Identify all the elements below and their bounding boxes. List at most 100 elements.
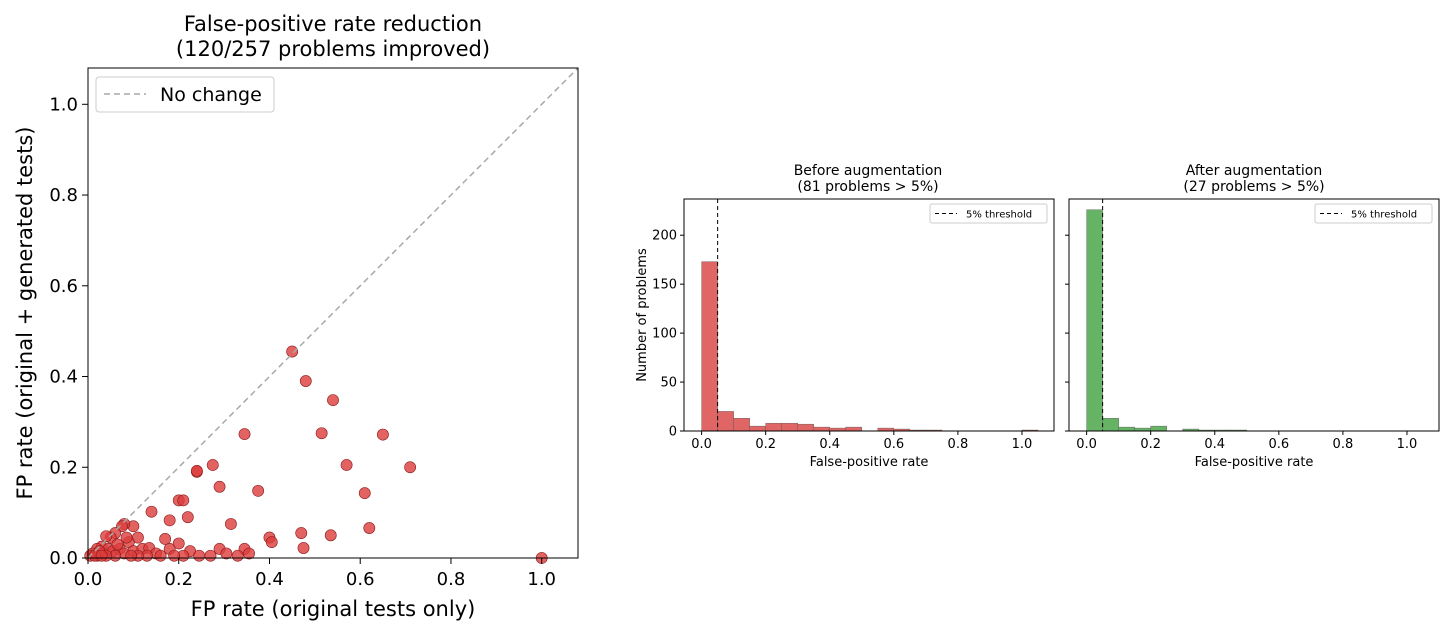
x-tick-label: 0.8	[948, 437, 969, 452]
after-subtitle: (27 problems > 5%)	[1183, 179, 1324, 195]
scatter-x-label: FP rate (original tests only)	[191, 597, 476, 621]
y-tick-label: 0.4	[49, 367, 78, 388]
legend-label-threshold: 5% threshold	[966, 210, 1032, 221]
histogram-bar	[701, 261, 718, 432]
x-tick-label: 0.6	[1268, 437, 1289, 452]
x-tick-label: 1.0	[1012, 437, 1033, 452]
x-tick-label: 0.4	[819, 437, 840, 452]
scatter-point	[177, 494, 190, 507]
scatter-point	[225, 518, 237, 530]
scatter-point	[299, 375, 312, 387]
after-title: After augmentation	[1186, 163, 1322, 179]
x-tick-label: 0.0	[1076, 437, 1097, 452]
scatter-point	[327, 394, 339, 407]
scatter-point	[168, 549, 181, 562]
y-tick-label: 200	[652, 229, 677, 244]
scatter-y-axis: 0.0 0.2 0.4 0.6 0.8 1.0	[49, 94, 88, 569]
y-tick-label: 100	[652, 327, 677, 342]
before-legend: 5% threshold	[929, 203, 1048, 224]
histogram-bar	[717, 411, 734, 432]
scatter-point	[324, 529, 337, 542]
scatter-point	[243, 547, 255, 560]
x-tick-label: 1.0	[1397, 437, 1418, 452]
after-x-label: False-positive rate	[1195, 455, 1314, 470]
scatter-point	[295, 527, 308, 539]
x-tick-label: 0.6	[883, 437, 904, 452]
before-y-axis: 0 50 100 150 200	[652, 229, 684, 440]
y-tick-label: 1.0	[49, 94, 78, 115]
histogram-before: Before augmentation (81 problems > 5%) 0…	[635, 163, 1055, 470]
scatter-plot-frame	[87, 67, 579, 559]
x-tick-label: 1.0	[527, 569, 556, 590]
scatter-point	[238, 428, 251, 441]
x-tick-label: 0.8	[437, 569, 466, 590]
histogram-bar	[797, 423, 814, 432]
scatter-point	[315, 427, 328, 440]
y-tick-label: 0.8	[49, 185, 78, 206]
after-plot-frame	[1068, 198, 1440, 432]
scatter-point	[145, 505, 158, 518]
scatter-point	[213, 480, 226, 493]
y-tick-label: 0.2	[49, 457, 78, 478]
scatter-point	[120, 531, 133, 544]
legend-box	[929, 203, 1048, 224]
legend-label-no-change: No change	[160, 84, 262, 106]
scatter-point	[363, 522, 376, 534]
x-tick-label: 0.0	[74, 569, 103, 590]
before-subtitle: (81 problems > 5%)	[797, 179, 938, 195]
scatter-point	[172, 537, 185, 550]
scatter-y-label: FP rate (original + generated tests)	[13, 127, 37, 500]
scatter-point	[190, 464, 203, 477]
scatter-plot: False-positive rate reduction (120/257 p…	[13, 12, 579, 621]
scatter-point	[206, 459, 219, 471]
histogram-bar	[813, 426, 830, 432]
x-tick-label: 0.0	[691, 437, 712, 452]
scatter-point	[154, 549, 167, 562]
legend-box	[95, 76, 275, 113]
legend-label-threshold: 5% threshold	[1351, 210, 1417, 221]
scatter-point	[163, 514, 176, 527]
before-plot-frame	[683, 198, 1055, 432]
scatter-point	[159, 533, 172, 545]
scatter-point	[111, 538, 124, 551]
histogram-after: After augmentation (27 problems > 5%) 0.…	[1065, 163, 1440, 470]
scatter-point	[231, 549, 244, 562]
before-x-axis: 0.0 0.2 0.4 0.6 0.8 1.0	[691, 431, 1032, 452]
x-tick-label: 0.2	[164, 569, 193, 590]
histogram-bar	[765, 422, 782, 432]
x-tick-label: 0.6	[346, 569, 375, 590]
before-y-label: Number of problems	[635, 248, 650, 382]
x-tick-label: 0.2	[1140, 437, 1161, 452]
scatter-x-axis: 0.0 0.2 0.4 0.6 0.8 1.0	[74, 558, 556, 590]
scatter-point	[404, 461, 417, 474]
scatter-point	[358, 487, 371, 500]
histogram-bar	[733, 418, 750, 432]
x-tick-label: 0.2	[755, 437, 776, 452]
x-tick-label: 0.8	[1333, 437, 1354, 452]
after-bars	[1086, 209, 1247, 432]
scatter-point	[297, 542, 310, 554]
scatter-points	[84, 345, 548, 564]
y-tick-label: 50	[660, 376, 677, 391]
scatter-point	[181, 511, 194, 524]
after-y-axis	[1065, 234, 1069, 432]
scatter-point	[377, 428, 389, 441]
histogram-bar	[1102, 418, 1119, 432]
scatter-point	[125, 549, 138, 562]
histogram-bar	[1086, 209, 1103, 432]
before-bars	[701, 261, 1039, 432]
before-x-label: False-positive rate	[810, 455, 929, 470]
scatter-point	[95, 549, 108, 562]
x-tick-label: 0.4	[255, 569, 284, 590]
scatter-point	[193, 549, 206, 562]
scatter-subtitle: (120/257 problems improved)	[176, 37, 490, 61]
histogram-bar	[749, 425, 766, 432]
y-tick-label: 0	[669, 425, 677, 440]
y-tick-label: 0.0	[49, 548, 78, 569]
histogram-bar	[845, 426, 862, 432]
x-tick-label: 0.4	[1204, 437, 1225, 452]
scatter-point	[204, 549, 217, 562]
y-tick-label: 150	[652, 278, 677, 293]
scatter-point	[252, 484, 265, 497]
